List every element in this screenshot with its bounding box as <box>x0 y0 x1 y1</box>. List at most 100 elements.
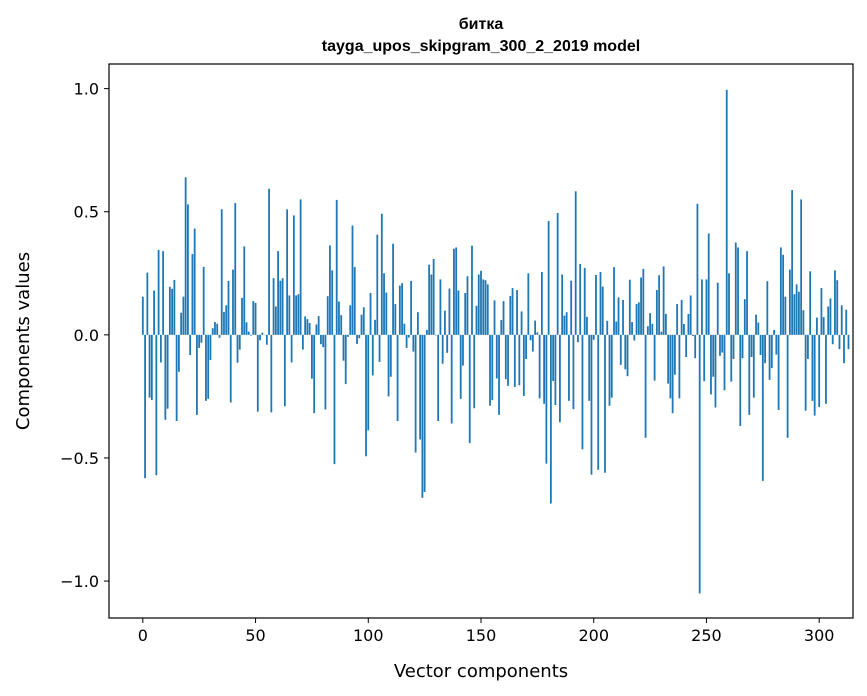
bar-204 <box>601 286 604 335</box>
bar-113 <box>396 334 399 422</box>
chart-subtitle: tayga_upos_skipgram_300_2_2019 model <box>322 38 640 55</box>
bar-203 <box>599 272 602 335</box>
bar-209 <box>613 267 615 335</box>
bar-60 <box>277 251 279 335</box>
bar-247 <box>698 334 701 594</box>
y-tick-label: 0.5 <box>74 203 99 222</box>
bar-40 <box>232 269 234 335</box>
bar-25 <box>198 334 201 348</box>
bar-246 <box>696 203 699 335</box>
bar-259 <box>725 89 728 335</box>
bar-6 <box>155 334 158 476</box>
bar-238 <box>678 334 681 399</box>
bar-105 <box>378 334 381 362</box>
y-tick-label: 1.0 <box>74 80 99 99</box>
bar-232 <box>664 313 667 335</box>
bar-215 <box>626 334 629 377</box>
bar-280 <box>773 329 775 335</box>
bar-67 <box>292 215 295 335</box>
bar-188 <box>565 312 568 335</box>
bar-58 <box>272 278 275 335</box>
bar-258 <box>723 334 726 391</box>
bar-52 <box>259 334 261 341</box>
bar-268 <box>746 251 748 335</box>
bar-254 <box>714 334 717 408</box>
bar-81 <box>324 334 327 410</box>
bar-272 <box>755 314 757 335</box>
bar-41 <box>234 203 237 335</box>
bar-191 <box>572 334 575 410</box>
bar-180 <box>547 221 550 335</box>
bar-91 <box>347 334 349 337</box>
bar-211 <box>617 297 620 335</box>
bar-199 <box>590 334 593 475</box>
y-tick-label: 0.0 <box>74 326 99 345</box>
bar-63 <box>283 334 286 407</box>
bar-289 <box>793 294 796 335</box>
bar-303 <box>825 334 827 404</box>
bar-155 <box>491 334 494 401</box>
bar-282 <box>777 334 780 410</box>
bar-257 <box>721 334 724 353</box>
bar-190 <box>570 280 573 335</box>
bar-70 <box>299 199 302 335</box>
bar-179 <box>545 334 548 464</box>
bar-66 <box>290 334 293 363</box>
bar-38 <box>227 280 230 335</box>
bar-295 <box>807 334 809 359</box>
y-tick-label: −0.5 <box>60 449 99 468</box>
y-axis-label: Components values <box>13 252 34 430</box>
bar-206 <box>606 320 609 335</box>
bar-86 <box>335 199 338 335</box>
bar-171 <box>527 273 530 335</box>
bar-217 <box>631 322 633 335</box>
bar-291 <box>797 291 800 335</box>
bar-146 <box>471 245 473 335</box>
bar-221 <box>640 277 642 335</box>
bar-10 <box>164 334 167 420</box>
bar-197 <box>586 316 588 335</box>
bar-99 <box>365 334 367 457</box>
bar-214 <box>624 334 627 370</box>
bar-85 <box>333 334 336 465</box>
bar-224 <box>646 326 649 335</box>
bar-26 <box>200 334 203 343</box>
bar-173 <box>531 334 534 352</box>
bar-302 <box>822 317 825 335</box>
bar-141 <box>459 334 462 399</box>
bar-53 <box>261 332 264 335</box>
bar-55 <box>265 334 268 345</box>
bar-271 <box>752 334 755 398</box>
bar-138 <box>453 248 455 335</box>
bar-281 <box>775 334 778 355</box>
bar-256 <box>719 334 721 356</box>
bar-8 <box>159 334 162 363</box>
bar-112 <box>394 304 397 335</box>
bar-164 <box>511 288 514 335</box>
bar-75 <box>311 334 313 379</box>
bar-297 <box>811 334 814 401</box>
bar-313 <box>847 334 850 350</box>
bar-192 <box>574 191 577 335</box>
bar-89 <box>342 334 345 361</box>
bar-311 <box>843 334 845 364</box>
bar-222 <box>642 268 645 335</box>
bar-149 <box>477 274 480 335</box>
bar-236 <box>673 334 676 375</box>
bar-76 <box>313 334 316 414</box>
bar-276 <box>764 334 766 364</box>
bar-253 <box>712 334 715 377</box>
bar-310 <box>840 305 843 335</box>
y-tick-label: −1.0 <box>60 572 99 591</box>
bar-304 <box>827 306 830 335</box>
bar-100 <box>367 334 370 431</box>
bar-200 <box>592 334 595 340</box>
bar-96 <box>358 334 361 339</box>
bar-194 <box>579 263 582 335</box>
bar-305 <box>829 298 832 335</box>
bar-19 <box>184 177 187 335</box>
bar-283 <box>779 247 782 335</box>
bar-57 <box>270 334 273 413</box>
bar-213 <box>622 299 624 335</box>
